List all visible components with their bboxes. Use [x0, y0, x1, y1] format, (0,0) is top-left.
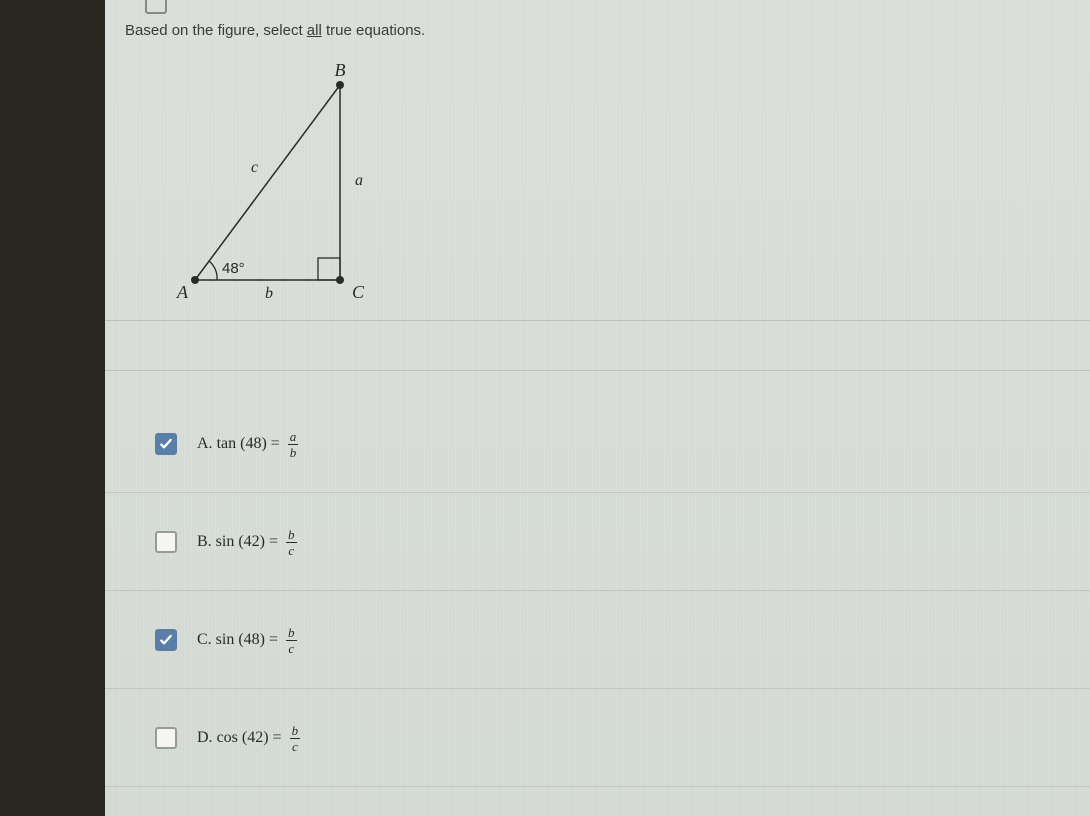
- option-row[interactable]: B.sin (42) = bc: [145, 493, 1090, 591]
- option-equation: cos (42) = bc: [217, 724, 301, 753]
- svg-text:48°: 48°: [222, 260, 245, 277]
- option-checkbox[interactable]: [155, 531, 177, 553]
- option-row[interactable]: A.tan (48) = ab: [145, 395, 1090, 493]
- question-prompt: Based on the figure, select all true equ…: [125, 22, 425, 39]
- svg-text:C: C: [352, 282, 365, 302]
- prompt-suffix: true equations.: [322, 22, 425, 39]
- svg-text:c: c: [251, 159, 258, 176]
- option-letter: D.: [197, 729, 213, 747]
- option-equation: sin (42) = bc: [216, 528, 297, 557]
- content-area: Based on the figure, select all true equ…: [105, 0, 1090, 816]
- check-icon: [158, 632, 174, 648]
- check-icon: [158, 436, 174, 452]
- options-list: A.tan (48) = ab B.sin (42) = bc C.sin (48)…: [145, 395, 1090, 787]
- prompt-prefix: Based on the figure, select: [125, 22, 307, 39]
- svg-text:A: A: [176, 282, 189, 302]
- separator-line: [105, 370, 1090, 371]
- option-label: A.tan (48) = ab: [197, 430, 298, 459]
- triangle-svg: B A C c a b 48°: [165, 60, 405, 320]
- option-checkbox[interactable]: [155, 433, 177, 455]
- option-letter: C.: [197, 631, 212, 649]
- option-row[interactable]: D.cos (42) = bc: [145, 689, 1090, 787]
- svg-text:a: a: [355, 172, 363, 189]
- option-checkbox[interactable]: [155, 727, 177, 749]
- option-letter: A.: [197, 435, 213, 453]
- separator-line: [105, 320, 1090, 321]
- option-label: B.sin (42) = bc: [197, 528, 297, 557]
- option-row[interactable]: C.sin (48) = bc: [145, 591, 1090, 689]
- option-label: C.sin (48) = bc: [197, 626, 297, 655]
- option-checkbox[interactable]: [155, 629, 177, 651]
- header-icon: [145, 0, 167, 14]
- left-margin: [0, 0, 105, 816]
- svg-text:b: b: [265, 285, 273, 302]
- triangle-figure: B A C c a b 48°: [165, 60, 405, 310]
- prompt-underlined: all: [307, 22, 322, 39]
- option-equation: tan (48) = ab: [217, 430, 299, 459]
- svg-text:B: B: [335, 60, 346, 80]
- option-label: D.cos (42) = bc: [197, 724, 300, 753]
- option-equation: sin (48) = bc: [216, 626, 297, 655]
- option-letter: B.: [197, 533, 212, 551]
